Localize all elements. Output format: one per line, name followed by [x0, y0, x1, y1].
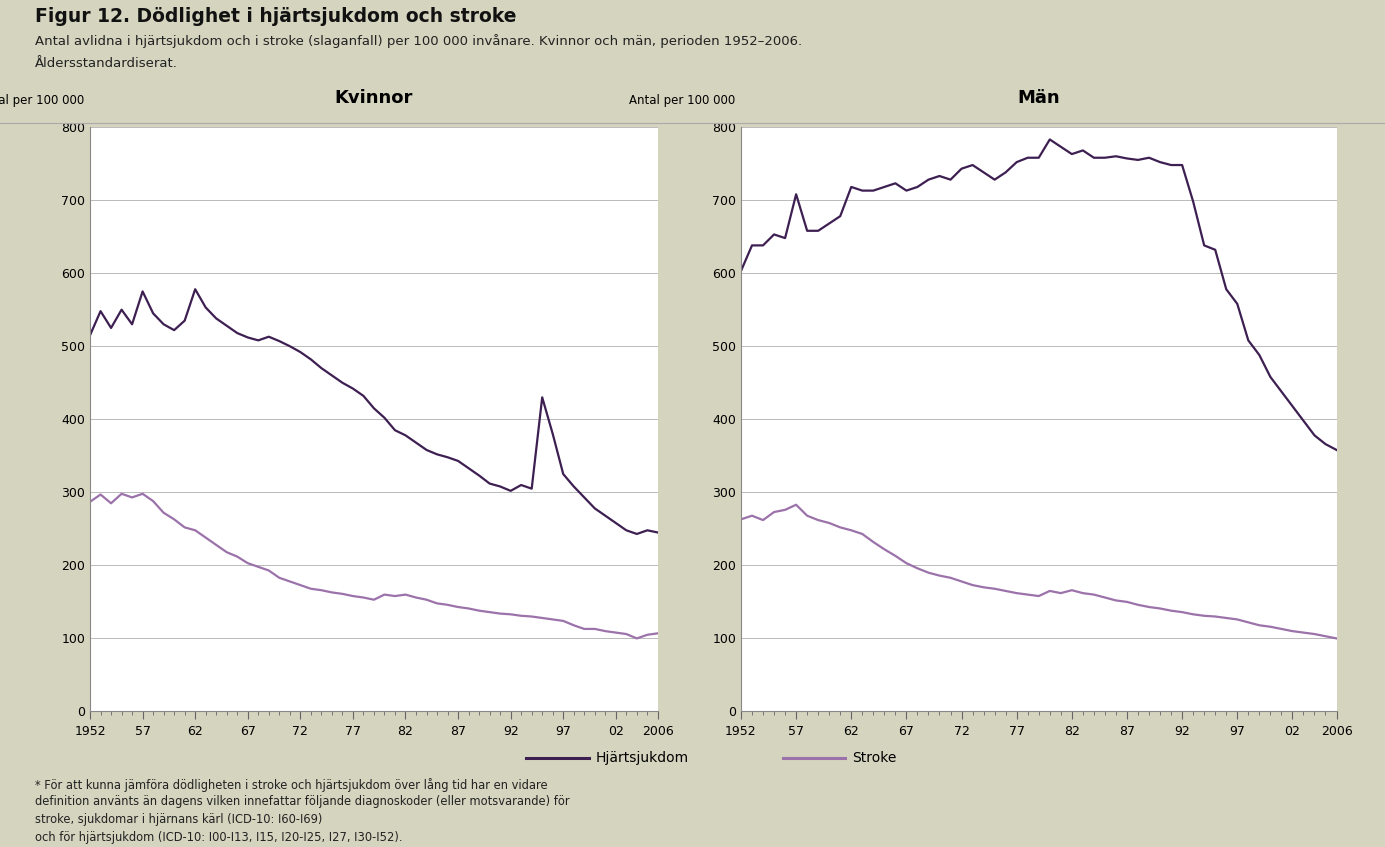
Text: Hjärtsjukdom: Hjärtsjukdom: [596, 751, 688, 765]
Text: * För att kunna jämföra dödligheten i stroke och hjärtsjukdom över lång tid har : * För att kunna jämföra dödligheten i st…: [35, 778, 547, 791]
Text: definition använts än dagens vilken innefattar följande diagnoskoder (eller mots: definition använts än dagens vilken inne…: [35, 795, 569, 808]
Text: Antal per 100 000: Antal per 100 000: [0, 94, 84, 107]
Text: Antal per 100 000: Antal per 100 000: [629, 94, 735, 107]
Text: Kvinnor: Kvinnor: [335, 89, 413, 107]
Text: Figur 12. Dödlighet i hjärtsjukdom och stroke: Figur 12. Dödlighet i hjärtsjukdom och s…: [35, 7, 517, 25]
Text: Stroke: Stroke: [852, 751, 896, 765]
Text: stroke, sjukdomar i hjärnans kärl (ICD-10: I60-I69): stroke, sjukdomar i hjärnans kärl (ICD-1…: [35, 813, 321, 826]
Text: Män: Män: [1018, 89, 1060, 107]
Text: Åldersstandardiserat.: Åldersstandardiserat.: [35, 57, 177, 69]
Text: Antal avlidna i hjärtsjukdom och i stroke (slaganfall) per 100 000 invånare. Kvi: Antal avlidna i hjärtsjukdom och i strok…: [35, 34, 802, 47]
Text: och för hjärtsjukdom (ICD-10: I00-I13, I15, I20-I25, I27, I30-I52).: och för hjärtsjukdom (ICD-10: I00-I13, I…: [35, 831, 402, 844]
